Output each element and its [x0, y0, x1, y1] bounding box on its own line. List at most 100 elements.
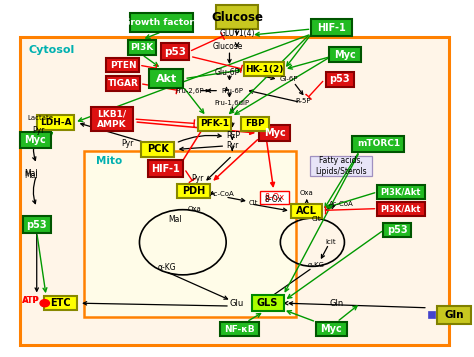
Text: mTORC1: mTORC1: [357, 139, 400, 148]
FancyArrowPatch shape: [254, 205, 287, 211]
FancyArrowPatch shape: [231, 146, 234, 150]
Text: Fru-1,6diP: Fru-1,6diP: [215, 100, 250, 106]
FancyBboxPatch shape: [259, 125, 290, 141]
Text: Glucose: Glucose: [212, 42, 243, 51]
FancyBboxPatch shape: [149, 69, 183, 88]
FancyArrowPatch shape: [45, 121, 48, 125]
Text: ETC: ETC: [50, 298, 71, 308]
FancyBboxPatch shape: [428, 311, 435, 318]
FancyBboxPatch shape: [244, 62, 284, 76]
Text: Ac-CoA: Ac-CoA: [329, 201, 354, 207]
Text: Pyr: Pyr: [226, 141, 238, 150]
Text: Glu-6P: Glu-6P: [215, 68, 240, 77]
Circle shape: [40, 300, 49, 307]
FancyArrowPatch shape: [214, 140, 257, 180]
FancyArrowPatch shape: [287, 311, 314, 321]
FancyArrowPatch shape: [269, 269, 310, 298]
FancyArrowPatch shape: [325, 206, 335, 210]
Text: Myc: Myc: [25, 135, 46, 145]
FancyBboxPatch shape: [353, 136, 404, 152]
FancyArrowPatch shape: [266, 141, 274, 186]
Text: Growth factors: Growth factors: [124, 18, 200, 27]
Text: p53: p53: [329, 74, 350, 84]
Text: PEP: PEP: [226, 131, 240, 140]
Text: LDH-A: LDH-A: [40, 118, 72, 127]
FancyBboxPatch shape: [329, 47, 361, 62]
FancyArrowPatch shape: [288, 55, 336, 69]
FancyArrowPatch shape: [207, 89, 216, 92]
Text: TIGAR: TIGAR: [108, 79, 138, 88]
Text: Glu: Glu: [230, 299, 244, 308]
Text: Mito: Mito: [96, 156, 122, 166]
FancyArrowPatch shape: [228, 93, 231, 96]
Text: R-5P: R-5P: [295, 98, 311, 104]
FancyArrowPatch shape: [137, 122, 254, 134]
Text: Pyr: Pyr: [121, 139, 134, 148]
FancyBboxPatch shape: [20, 37, 449, 345]
FancyArrowPatch shape: [327, 193, 375, 208]
Text: PI3K/Akt: PI3K/Akt: [381, 187, 421, 196]
FancyBboxPatch shape: [383, 223, 411, 237]
FancyArrowPatch shape: [225, 87, 229, 91]
FancyBboxPatch shape: [220, 322, 259, 336]
FancyBboxPatch shape: [177, 184, 210, 198]
FancyArrowPatch shape: [245, 73, 274, 80]
Text: p53: p53: [387, 225, 408, 235]
Text: Mal: Mal: [24, 169, 37, 178]
FancyArrowPatch shape: [289, 302, 425, 308]
FancyBboxPatch shape: [252, 295, 283, 311]
FancyArrowPatch shape: [230, 36, 308, 114]
FancyBboxPatch shape: [316, 322, 346, 336]
FancyArrowPatch shape: [249, 313, 261, 321]
Text: PFK-1: PFK-1: [200, 119, 229, 128]
Text: Gln: Gln: [330, 299, 344, 308]
Text: Akt: Akt: [155, 74, 177, 84]
FancyArrowPatch shape: [228, 53, 231, 63]
FancyArrowPatch shape: [37, 132, 53, 146]
FancyArrowPatch shape: [228, 197, 245, 202]
Text: FBP: FBP: [245, 119, 264, 128]
FancyArrowPatch shape: [284, 302, 288, 305]
FancyArrowPatch shape: [249, 90, 298, 102]
FancyBboxPatch shape: [84, 151, 296, 317]
Text: p53: p53: [27, 220, 47, 230]
FancyBboxPatch shape: [310, 156, 372, 176]
FancyArrowPatch shape: [184, 89, 204, 113]
FancyBboxPatch shape: [198, 116, 231, 131]
FancyArrowPatch shape: [178, 134, 221, 142]
FancyArrowPatch shape: [325, 153, 358, 207]
FancyArrowPatch shape: [235, 43, 239, 46]
FancyBboxPatch shape: [241, 116, 269, 131]
FancyArrowPatch shape: [144, 56, 158, 66]
Text: Fatty acids,
Lipids/Sterols: Fatty acids, Lipids/Sterols: [315, 156, 366, 176]
FancyBboxPatch shape: [310, 19, 352, 36]
Text: Pyr: Pyr: [32, 126, 45, 135]
FancyBboxPatch shape: [292, 204, 322, 218]
FancyArrowPatch shape: [255, 29, 309, 36]
Text: PDH: PDH: [182, 186, 205, 196]
FancyArrowPatch shape: [285, 154, 358, 292]
FancyArrowPatch shape: [182, 123, 206, 162]
Text: ATP: ATP: [22, 296, 39, 305]
Text: α-KG: α-KG: [308, 262, 325, 268]
Text: Mal: Mal: [168, 215, 182, 224]
FancyArrowPatch shape: [180, 146, 222, 151]
Text: Myc: Myc: [320, 324, 342, 334]
FancyArrowPatch shape: [287, 35, 310, 66]
Text: Myc: Myc: [335, 50, 356, 60]
Text: Cytosol: Cytosol: [29, 45, 75, 55]
FancyBboxPatch shape: [128, 40, 156, 55]
FancyArrowPatch shape: [339, 306, 357, 320]
Text: p53: p53: [164, 47, 186, 57]
Text: PI3K/Akt: PI3K/Akt: [381, 204, 421, 213]
FancyArrowPatch shape: [321, 246, 328, 258]
Text: GLS: GLS: [257, 298, 278, 308]
FancyArrowPatch shape: [168, 272, 228, 299]
FancyArrowPatch shape: [231, 136, 234, 139]
FancyArrowPatch shape: [146, 33, 159, 39]
Text: LKB1/
AMPK: LKB1/ AMPK: [97, 109, 127, 129]
FancyBboxPatch shape: [44, 296, 77, 310]
FancyArrowPatch shape: [79, 35, 309, 121]
FancyArrowPatch shape: [33, 177, 36, 203]
Text: 8-Ox: 8-Ox: [264, 195, 283, 204]
